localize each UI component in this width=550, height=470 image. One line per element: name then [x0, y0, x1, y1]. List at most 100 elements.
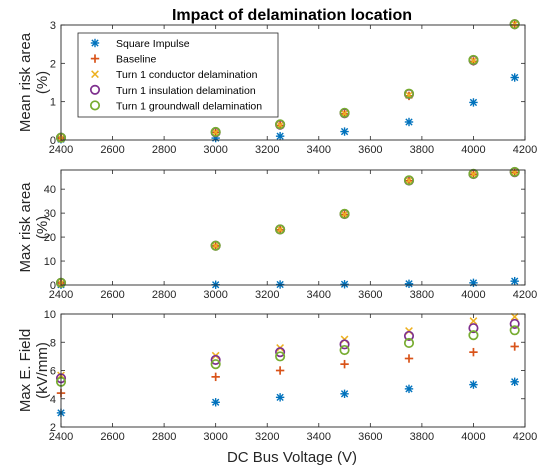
- data-point: [404, 384, 414, 394]
- data-point-d2: [276, 225, 285, 234]
- data-point: [510, 342, 519, 351]
- y-axis-label-line-2: (kV/mm): [34, 342, 51, 399]
- y-tick-label: 10: [44, 309, 56, 321]
- data-point: [469, 317, 478, 325]
- y-tick-label: 0: [50, 135, 56, 147]
- data-point-d2: [469, 317, 478, 325]
- data-point: [340, 389, 349, 399]
- data-point: [340, 127, 349, 136]
- y-tick-label: 20: [44, 232, 56, 244]
- y-axis-label-line-1: Max E. Field: [17, 329, 34, 412]
- data-point: [211, 128, 220, 137]
- data-point-d2: [469, 170, 478, 178]
- data-point: [468, 330, 479, 341]
- plot-background: [61, 314, 525, 427]
- x-tick-label: 4200: [513, 289, 537, 301]
- data-point-d2: [469, 380, 478, 389]
- y-tick-label: 1: [50, 97, 56, 109]
- data-point: [339, 344, 350, 356]
- data-point-d2: [405, 385, 413, 393]
- series-2: [56, 342, 519, 398]
- data-point: [403, 330, 415, 341]
- data-point: [339, 339, 350, 350]
- y-axis-label-line-2: (%): [34, 216, 51, 239]
- y-tick-label: 40: [44, 184, 56, 196]
- data-point: [276, 225, 285, 234]
- x-tick-label: 3200: [255, 144, 279, 156]
- data-point-d2: [276, 393, 284, 401]
- x-tick-label: 3400: [307, 144, 331, 156]
- data-point: [211, 242, 220, 250]
- legend-label: Baseline: [116, 54, 156, 66]
- x-tick-label: 3200: [255, 289, 279, 301]
- data-point: [510, 276, 519, 286]
- data-point-d2: [405, 118, 413, 126]
- x-tick-label: 4000: [461, 289, 485, 301]
- data-point: [210, 359, 221, 370]
- x-tick-label: 3600: [358, 431, 382, 443]
- data-point: [510, 312, 519, 321]
- data-point-ring: [210, 354, 221, 365]
- data-point-d2: [405, 280, 413, 288]
- data-point: [210, 354, 221, 365]
- subplot-2: 2400 2600 2800 3000 3200 3400 3600 3800 4000 4200…: [17, 166, 537, 301]
- legend-marker-d2: [91, 39, 99, 47]
- y-tick-label: 30: [44, 208, 56, 220]
- data-point: [211, 372, 220, 382]
- data-point: [339, 107, 350, 118]
- plot-background: [61, 170, 525, 285]
- x-tick-label: 2800: [152, 289, 176, 301]
- data-point: [275, 131, 285, 141]
- data-point-d2: [211, 242, 220, 250]
- data-point: [405, 176, 413, 185]
- y-tick-label: 6: [50, 366, 56, 378]
- data-point-ring: [275, 119, 286, 130]
- data-point-ring: [509, 325, 520, 336]
- data-point: [210, 126, 221, 137]
- data-point: [469, 278, 478, 288]
- data-point: [468, 54, 479, 65]
- data-point: [275, 119, 286, 130]
- plot-frame: [60, 24, 526, 141]
- legend-marker-ring: [89, 84, 101, 95]
- data-point: [275, 347, 286, 358]
- legend-label: Turn 1 insulation delamination: [116, 85, 256, 97]
- y-tick-label: 4: [50, 394, 56, 406]
- data-point-ring: [468, 54, 479, 65]
- data-point: [510, 73, 519, 82]
- data-point-d2: [405, 176, 413, 185]
- data-point-ring: [275, 347, 286, 358]
- x-axis-label: DC Bus Voltage (V): [227, 449, 357, 466]
- data-point: [211, 398, 220, 407]
- data-point-ring: [339, 107, 350, 118]
- data-point-ring: [210, 126, 221, 137]
- data-point: [509, 318, 520, 329]
- x-tick-label: 3200: [255, 431, 279, 443]
- y-axis-label-line-1: Mean risk area: [17, 32, 34, 132]
- data-point-d2: [511, 277, 519, 285]
- data-point: [510, 377, 519, 386]
- plot-frame: [60, 169, 526, 286]
- legend-marker: [91, 70, 99, 79]
- data-point: [275, 224, 286, 235]
- data-point: [469, 98, 478, 107]
- x-tick-label: 4200: [513, 144, 537, 156]
- y-axis-label-line-1: Max risk area: [17, 182, 34, 273]
- legend: Square Impulse Baseline Turn 1 conductor d…: [77, 32, 279, 118]
- x-tick-label: 4000: [461, 144, 485, 156]
- x-tick-label: 3800: [410, 144, 434, 156]
- data-point-d2: [469, 98, 478, 107]
- data-point-d2: [340, 210, 349, 219]
- legend-marker: [89, 100, 101, 111]
- data-point-d2: [340, 390, 349, 398]
- data-point-ring: [339, 344, 350, 356]
- series-5: [55, 166, 520, 288]
- x-tick-label: 2600: [100, 144, 124, 156]
- data-point: [404, 354, 414, 363]
- y-tick-label: 8: [50, 337, 56, 349]
- data-point-ring: [210, 240, 221, 251]
- x-tick-label: 2800: [152, 144, 176, 156]
- legend-marker: [90, 54, 100, 63]
- legend-label: Turn 1 groundwall delamination: [116, 100, 262, 112]
